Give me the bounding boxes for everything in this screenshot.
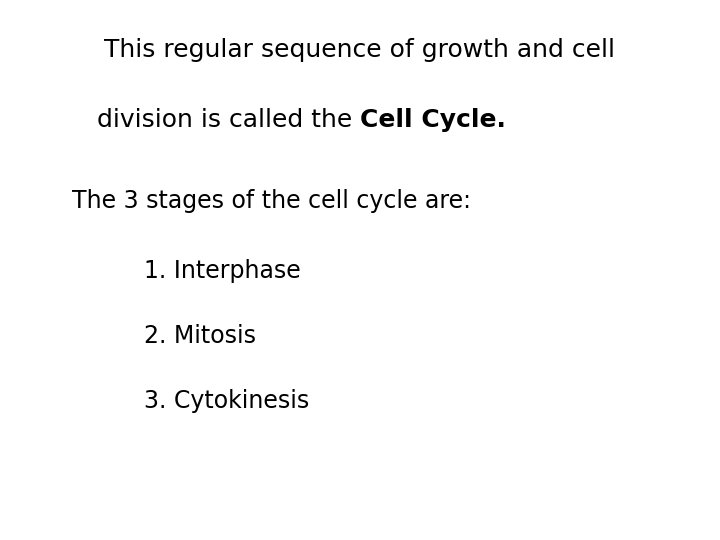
Text: 1. Interphase: 1. Interphase <box>144 259 301 283</box>
Text: 2. Mitosis: 2. Mitosis <box>144 324 256 348</box>
Text: Cell Cycle.: Cell Cycle. <box>360 108 506 132</box>
Text: 3. Cytokinesis: 3. Cytokinesis <box>144 389 310 413</box>
Text: division is called the: division is called the <box>96 108 360 132</box>
Text: This regular sequence of growth and cell: This regular sequence of growth and cell <box>104 38 616 62</box>
Text: The 3 stages of the cell cycle are:: The 3 stages of the cell cycle are: <box>72 189 471 213</box>
